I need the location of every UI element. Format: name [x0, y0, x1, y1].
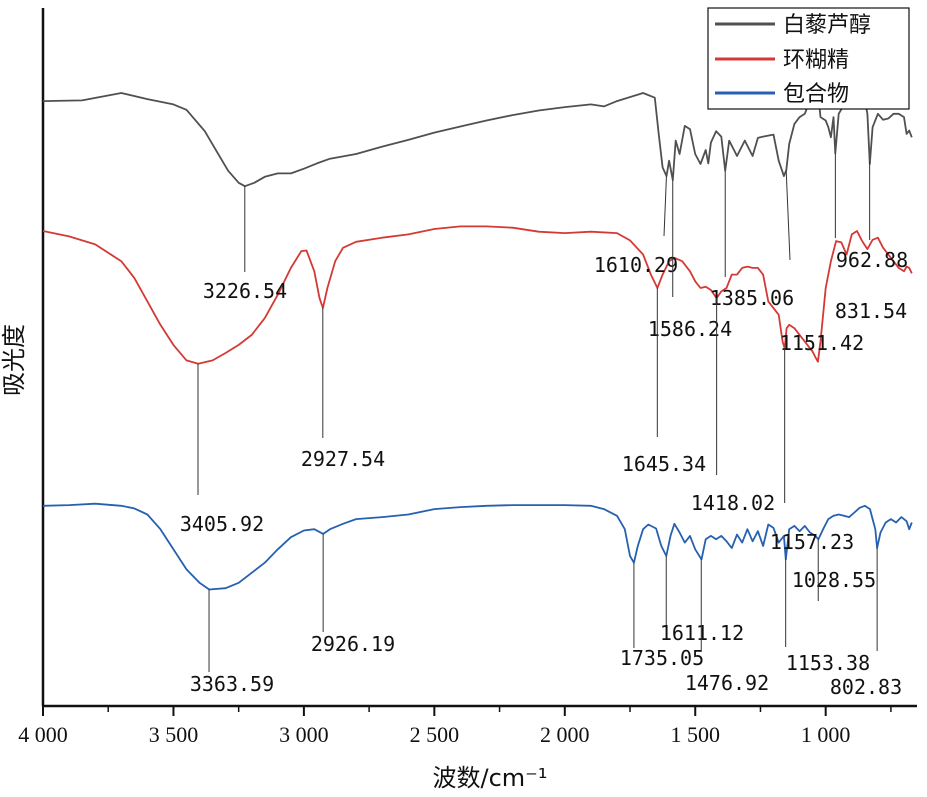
annotation-label-16: 1476.92	[685, 671, 769, 695]
annotation-label-17: 1153.38	[786, 651, 870, 675]
annotation-label-11: 1157.23	[770, 530, 854, 554]
legend-label-0: 白藜芦醇	[783, 13, 871, 38]
x-tick-label-6: 1 000	[801, 722, 851, 747]
series-line-1	[42, 225, 913, 365]
annotation-label-4: 1151.42	[780, 331, 864, 355]
annotation-label-14: 1735.05	[620, 646, 704, 670]
y-axis-title: 吸光度	[0, 324, 28, 396]
legend: 白藜芦醇 环糊精 包合物	[707, 7, 910, 110]
annotation-label-18: 1028.55	[792, 568, 876, 592]
annotation-leader-1	[663, 175, 667, 237]
x-tick-label-4: 2 000	[540, 722, 590, 747]
x-tick-label-0: 4 000	[18, 722, 68, 747]
series-line-2	[42, 502, 913, 591]
x-tick-label-2: 3 000	[279, 722, 329, 747]
annotation-label-8: 2927.54	[301, 447, 385, 471]
legend-label-1: 环糊精	[783, 48, 849, 73]
annotation-label-0: 3226.54	[203, 279, 287, 303]
x-tick-label-3: 2 500	[410, 722, 460, 747]
annotation-label-13: 2926.19	[311, 632, 395, 656]
annotation-label-6: 831.54	[835, 299, 907, 323]
annotation-label-1: 1610.29	[594, 253, 678, 277]
annotation-label-2: 1586.24	[648, 317, 732, 341]
annotation-label-12: 3363.59	[190, 672, 274, 696]
annotation-label-3: 1385.06	[710, 286, 794, 310]
x-tick-label-5: 1 500	[670, 722, 720, 747]
annotation-leader-4	[785, 170, 791, 261]
annotations: 3226.54 1610.29 1586.24 1385.06 1151.42 962.8…	[180, 152, 908, 699]
annotation-label-19: 802.83	[830, 675, 902, 699]
annotation-label-5: 962.88	[836, 248, 908, 272]
x-tick-label-1: 3 500	[149, 722, 199, 747]
axes	[41, 8, 917, 708]
annotation-label-9: 1645.34	[622, 452, 706, 476]
annotation-label-10: 1418.02	[691, 491, 775, 515]
legend-label-2: 包合物	[783, 82, 849, 107]
annotation-label-7: 3405.92	[180, 512, 264, 536]
annotation-label-15: 1611.12	[660, 621, 744, 645]
x-axis-title: 波数/cm⁻¹	[433, 764, 548, 792]
x-ticks: 4 000 3 500 3 000 2 500 2 000 1 500 1 000	[18, 706, 892, 747]
